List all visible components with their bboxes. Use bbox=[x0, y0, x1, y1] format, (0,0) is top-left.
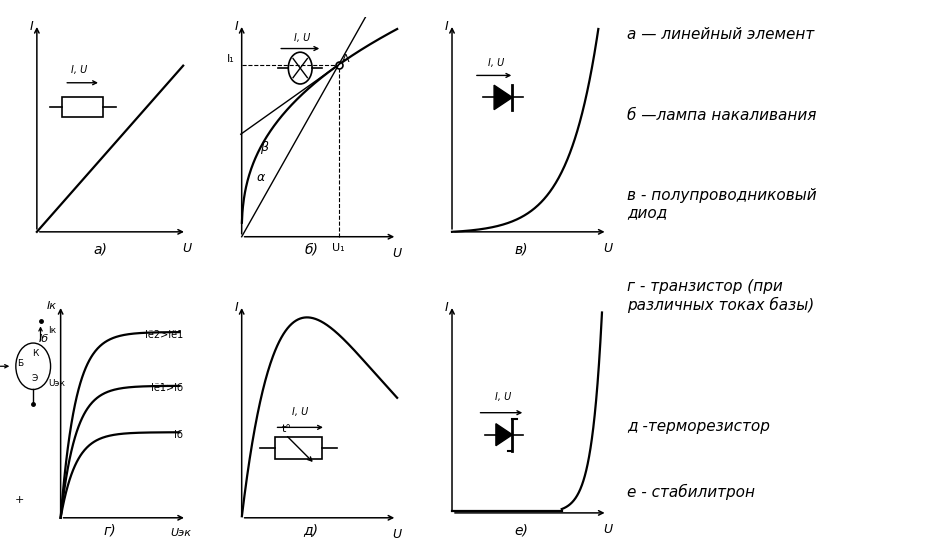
Text: I, U: I, U bbox=[294, 33, 310, 43]
Text: в): в) bbox=[515, 242, 528, 256]
Text: I: I bbox=[234, 301, 238, 315]
Text: Uэк: Uэк bbox=[171, 528, 191, 538]
Text: г): г) bbox=[104, 523, 116, 537]
Text: в - полупроводниковый
диод: в - полупроводниковый диод bbox=[627, 188, 817, 221]
Text: г - транзистор (при
различных токах базы): г - транзистор (при различных токах базы… bbox=[627, 280, 815, 313]
Text: U: U bbox=[392, 247, 402, 259]
Text: A: A bbox=[342, 54, 350, 64]
Text: Э: Э bbox=[32, 374, 39, 383]
Text: е - стабилитрон: е - стабилитрон bbox=[627, 484, 755, 500]
Text: Iк: Iк bbox=[47, 301, 57, 311]
Text: а — линейный элемент: а — линейный элемент bbox=[627, 27, 815, 42]
Polygon shape bbox=[496, 424, 512, 446]
Text: U: U bbox=[392, 528, 402, 541]
Text: U: U bbox=[182, 241, 191, 254]
Text: α: α bbox=[256, 170, 265, 183]
Text: t°: t° bbox=[282, 424, 291, 434]
Text: Б: Б bbox=[17, 359, 24, 368]
Text: +: + bbox=[15, 495, 25, 505]
Text: I₁: I₁ bbox=[227, 54, 235, 64]
Text: Iб: Iб bbox=[39, 334, 49, 344]
Text: Iк: Iк bbox=[48, 326, 56, 335]
Text: д): д) bbox=[304, 523, 319, 537]
Bar bbox=[62, 97, 103, 117]
Text: Uэк: Uэк bbox=[48, 379, 65, 388]
Bar bbox=[274, 437, 323, 459]
Text: β: β bbox=[260, 141, 268, 154]
Text: д -терморезистор: д -терморезистор bbox=[627, 419, 770, 434]
Text: К: К bbox=[32, 349, 39, 358]
Polygon shape bbox=[494, 85, 512, 110]
Text: Iё1>Iб: Iё1>Iб bbox=[151, 383, 183, 394]
Text: I, U: I, U bbox=[71, 65, 87, 75]
Text: Iб: Iб bbox=[174, 430, 183, 440]
Text: I: I bbox=[29, 21, 33, 34]
Text: а): а) bbox=[94, 242, 108, 256]
Text: б —лампа накаливания: б —лампа накаливания bbox=[627, 108, 817, 123]
Text: I, U: I, U bbox=[495, 392, 511, 402]
Text: Iё2>Iё1: Iё2>Iё1 bbox=[145, 330, 183, 339]
Text: U: U bbox=[603, 523, 612, 536]
Text: U: U bbox=[603, 241, 612, 254]
Text: I, U: I, U bbox=[488, 58, 504, 68]
Text: I: I bbox=[234, 21, 238, 34]
Text: I: I bbox=[444, 21, 448, 34]
Text: U₁: U₁ bbox=[332, 243, 345, 253]
Text: е): е) bbox=[515, 523, 528, 537]
Text: I, U: I, U bbox=[292, 407, 308, 417]
Text: б): б) bbox=[305, 242, 318, 256]
Text: I: I bbox=[444, 301, 448, 315]
